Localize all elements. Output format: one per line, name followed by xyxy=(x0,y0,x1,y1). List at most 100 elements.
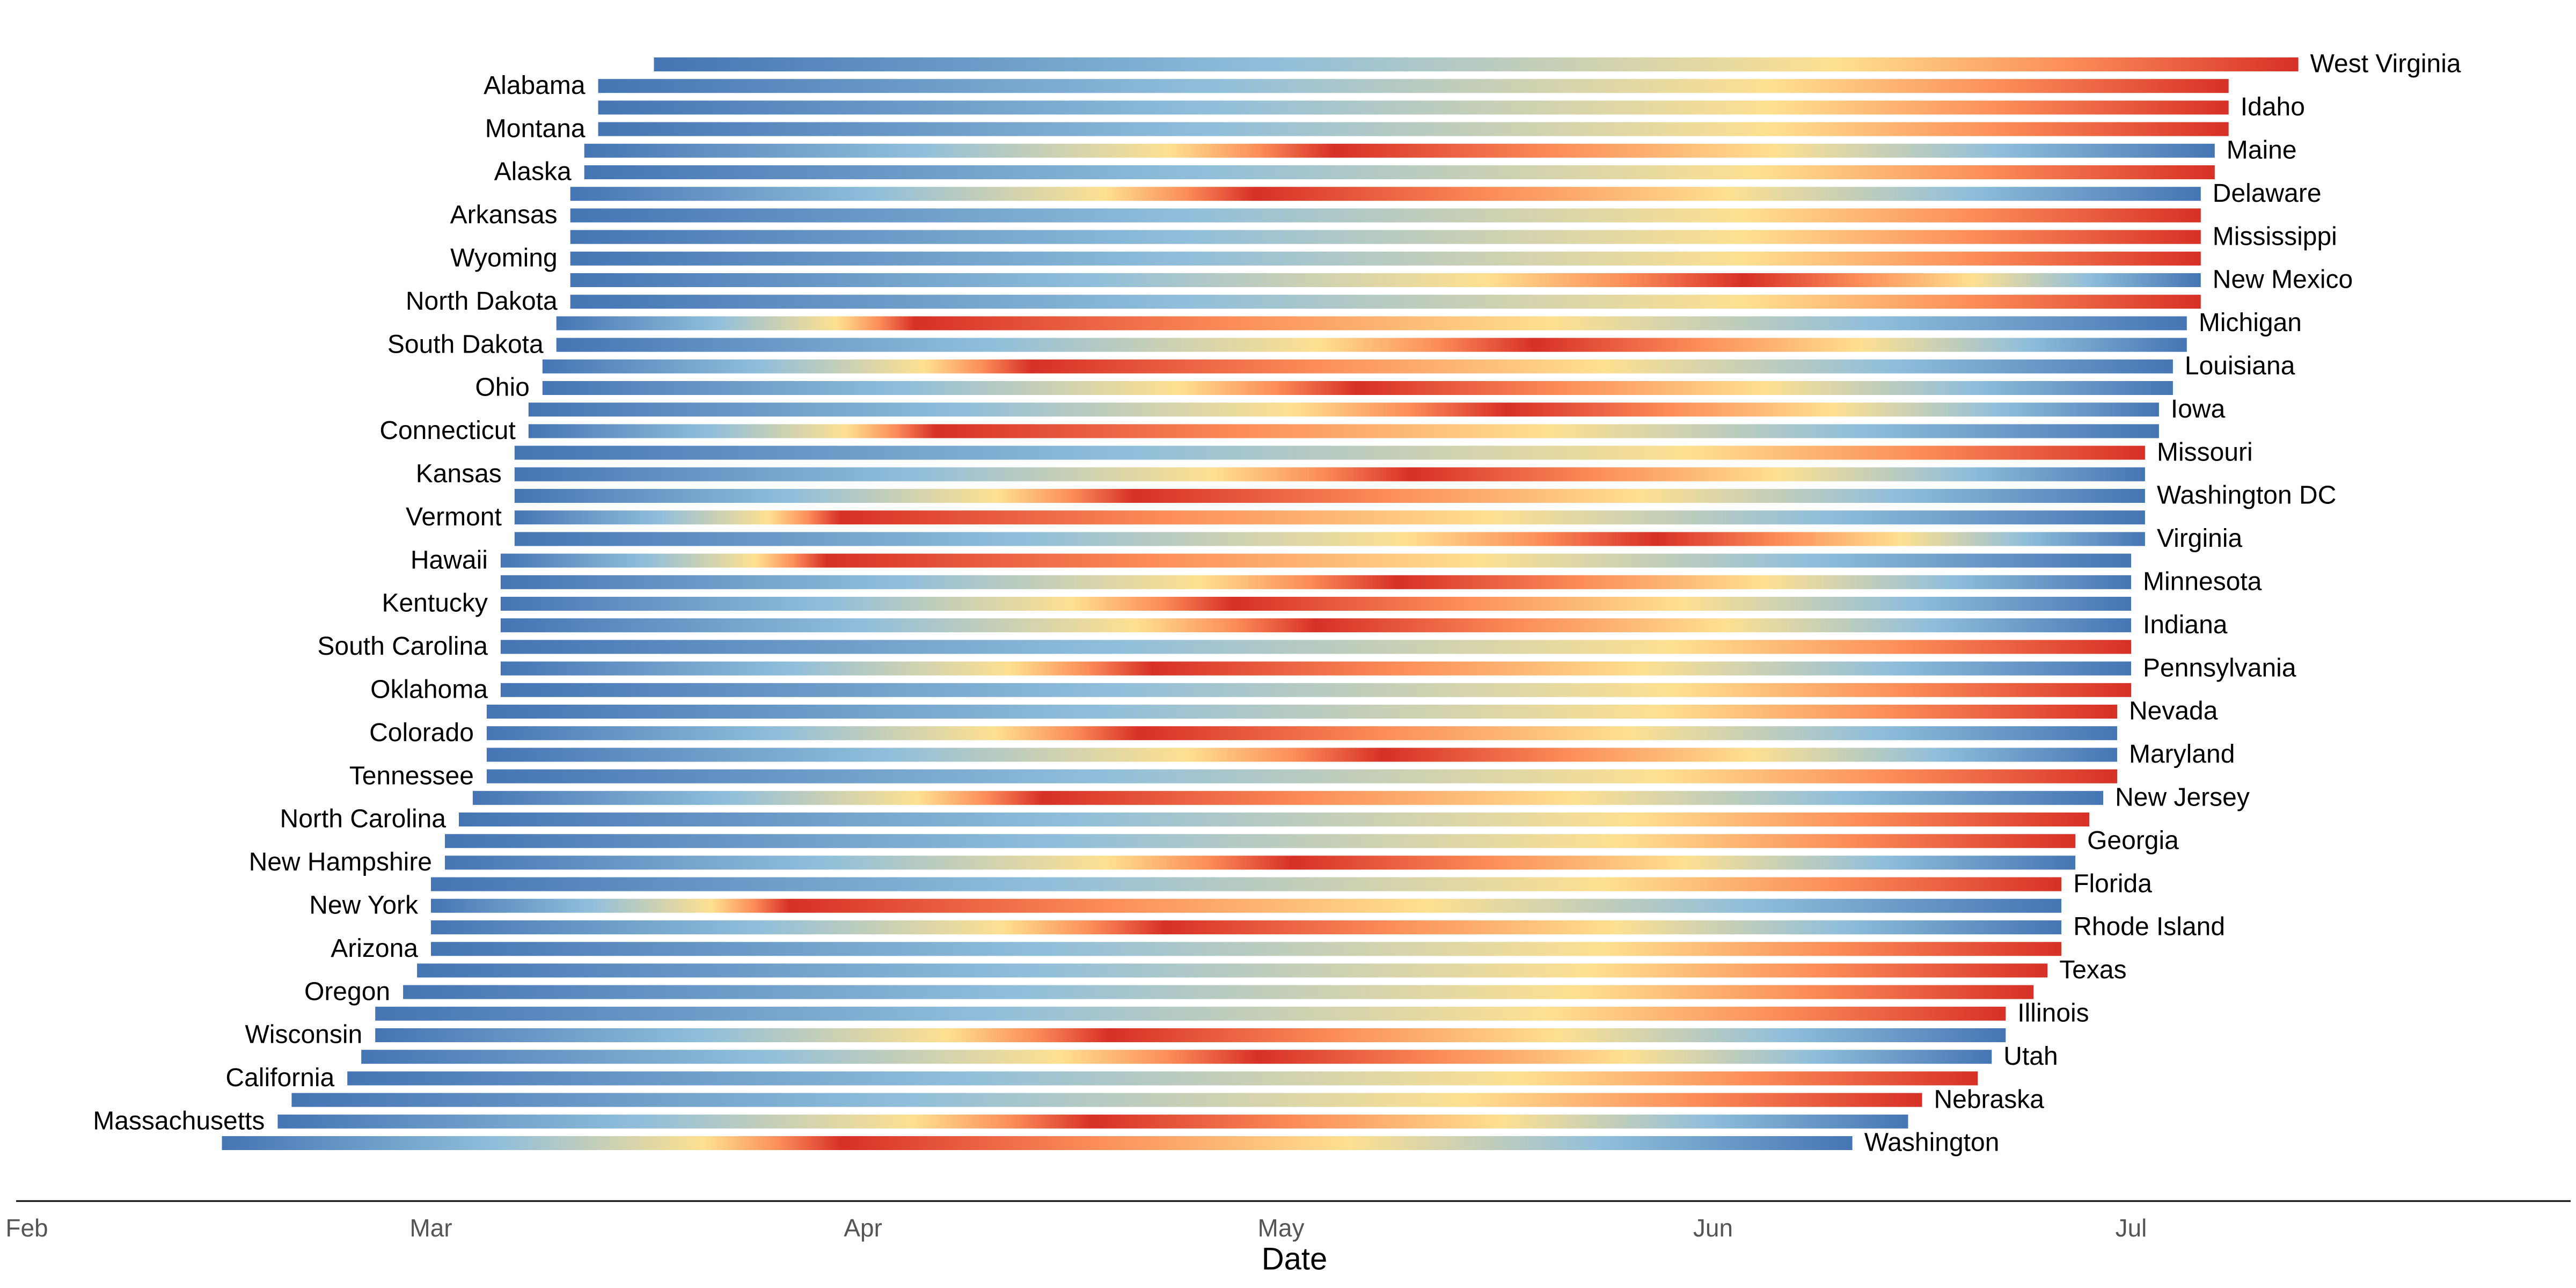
bar-oklahoma xyxy=(500,683,2132,697)
bar-utah xyxy=(361,1050,1992,1064)
bar-kansas xyxy=(514,467,2145,481)
state-label: Oregon xyxy=(304,977,390,1006)
state-label: Alabama xyxy=(484,71,586,100)
bar-new-jersey xyxy=(472,791,2104,805)
bar-colorado xyxy=(486,726,2118,741)
state-label: Kansas xyxy=(416,459,502,488)
state-label: Maryland xyxy=(2129,740,2235,769)
bar-ohio xyxy=(542,381,2173,395)
bar-idaho xyxy=(598,100,2229,115)
bar-kentucky xyxy=(500,597,2132,611)
bar-oregon xyxy=(403,985,2034,999)
state-label: Georgia xyxy=(2087,826,2179,855)
state-label: Nevada xyxy=(2129,697,2218,726)
state-label: Montana xyxy=(485,114,586,143)
state-label: Virginia xyxy=(2157,524,2243,553)
state-label: Washington xyxy=(1864,1129,2000,1157)
bar-maryland xyxy=(486,748,2118,762)
state-label: Alaska xyxy=(494,158,572,186)
state-label: New Hampshire xyxy=(249,848,432,876)
state-label: Indiana xyxy=(2143,611,2228,639)
state-labels-layer: West Virginia Alabama Idaho Montana Maine Ala… xyxy=(93,50,2461,1157)
state-label: Iowa xyxy=(2171,395,2226,423)
state-label: Oklahoma xyxy=(370,675,488,704)
bar-massachusetts xyxy=(277,1114,1908,1129)
bar-wisconsin xyxy=(375,1028,2006,1042)
bar-montana xyxy=(598,122,2229,136)
bar-new-hampshire xyxy=(445,855,2076,870)
x-tick-label: Feb xyxy=(5,1214,48,1242)
bar-michigan xyxy=(556,316,2187,331)
bars-layer xyxy=(222,57,2299,1150)
bar-vermont xyxy=(514,510,2145,525)
bar-tennessee xyxy=(486,769,2118,784)
bar-new-mexico xyxy=(570,273,2201,287)
state-label: Michigan xyxy=(2199,309,2302,337)
state-label: Illinois xyxy=(2017,999,2089,1027)
bar-florida xyxy=(431,877,2062,891)
bar-new-york xyxy=(431,898,2062,913)
bar-alaska xyxy=(584,165,2215,179)
state-label: South Dakota xyxy=(387,330,544,358)
state-label: Texas xyxy=(2059,956,2126,984)
state-label: Wyoming xyxy=(450,244,558,272)
state-label: Maine xyxy=(2227,136,2297,164)
bar-georgia xyxy=(445,834,2076,848)
x-tick-label: Jun xyxy=(1693,1214,1733,1242)
x-tick-label: Mar xyxy=(409,1214,452,1242)
bar-mississippi xyxy=(570,230,2201,244)
state-label: Rhode Island xyxy=(2073,913,2225,941)
state-label: Arkansas xyxy=(450,201,558,229)
bar-hawaii xyxy=(500,553,2132,568)
bar-texas xyxy=(417,963,2048,978)
x-tick-label: Apr xyxy=(844,1214,882,1242)
bar-washington-dc xyxy=(514,489,2145,503)
state-label: Pennsylvania xyxy=(2143,654,2296,682)
bar-washington xyxy=(222,1136,1853,1150)
state-label: Massachusetts xyxy=(93,1107,265,1135)
x-tick-label: May xyxy=(1258,1214,1305,1242)
bar-alabama xyxy=(598,79,2229,93)
bar-arizona xyxy=(431,942,2062,956)
state-label: Idaho xyxy=(2241,93,2305,121)
state-label: Minnesota xyxy=(2143,567,2262,596)
state-label: New Jersey xyxy=(2115,783,2250,811)
bar-west-virginia xyxy=(654,57,2299,71)
state-label: Vermont xyxy=(406,503,502,531)
state-label: Kentucky xyxy=(382,589,487,618)
state-label: North Dakota xyxy=(406,287,558,316)
state-label: California xyxy=(225,1064,334,1092)
bar-south-dakota xyxy=(556,338,2187,352)
state-label: Nebraska xyxy=(1934,1085,2045,1114)
bar-arkansas xyxy=(570,208,2201,223)
state-label: North Carolina xyxy=(280,805,447,833)
bar-south-carolina xyxy=(500,640,2132,654)
state-label: New York xyxy=(309,891,419,919)
state-label: Washington DC xyxy=(2157,481,2336,510)
state-label: Wisconsin xyxy=(245,1021,362,1049)
state-label: New Mexico xyxy=(2213,266,2353,294)
state-label: Louisiana xyxy=(2185,352,2295,380)
x-tick-label: Jul xyxy=(2116,1214,2147,1242)
state-label: Arizona xyxy=(331,934,418,963)
state-label: West Virginia xyxy=(2310,50,2461,78)
bar-connecticut xyxy=(528,424,2159,438)
bar-virginia xyxy=(514,532,2145,546)
bar-iowa xyxy=(528,402,2159,417)
bar-california xyxy=(347,1071,1978,1086)
state-label: South Carolina xyxy=(317,632,488,661)
bar-rhode-island xyxy=(431,920,2062,934)
x-axis: Feb Mar Apr May Jun Jul Date xyxy=(5,1200,2571,1276)
state-label: Colorado xyxy=(369,719,474,747)
bar-missouri xyxy=(514,445,2145,460)
bar-north-carolina xyxy=(459,813,2090,826)
bar-wyoming xyxy=(570,251,2201,266)
bar-nevada xyxy=(486,705,2118,719)
state-label: Tennessee xyxy=(349,762,474,790)
state-label: Connecticut xyxy=(379,416,515,445)
bar-louisiana xyxy=(542,359,2173,374)
bar-north-dakota xyxy=(570,295,2201,309)
state-label: Ohio xyxy=(475,374,529,402)
